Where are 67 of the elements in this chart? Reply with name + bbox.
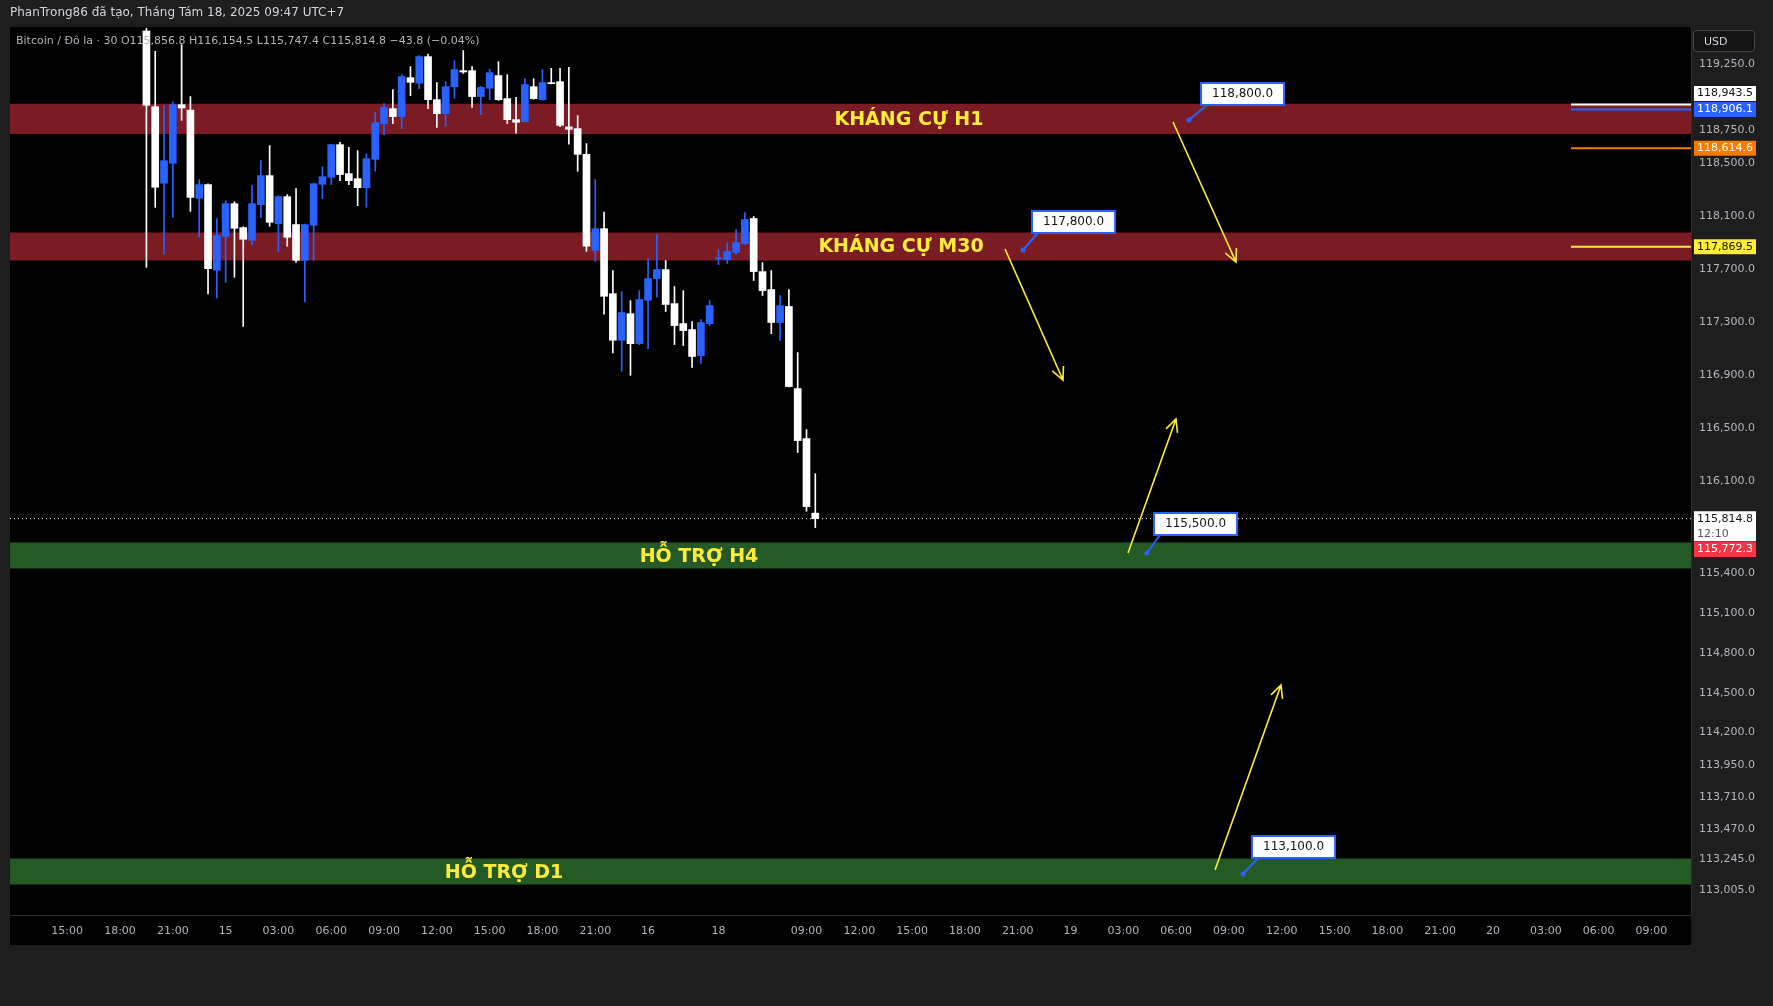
- x-tick-label: 09:00: [368, 924, 400, 938]
- annotation: 115,500.0: [1165, 516, 1227, 531]
- x-tick-label: 15:00: [51, 924, 84, 938]
- candlestick: [195, 179, 204, 238]
- y-tick-label: 113,005.0: [1699, 883, 1755, 897]
- x-tick-label: 18:00: [526, 924, 559, 938]
- x-tick-label: 03:00: [262, 924, 295, 938]
- x-tick-label: 15:00: [1318, 924, 1351, 938]
- x-tick-label: 06:00: [315, 924, 348, 938]
- x-tick-label: 19: [1063, 924, 1078, 938]
- y-tick-label: 119,250.0: [1699, 56, 1755, 70]
- x-tick-label: 06:00: [1160, 924, 1192, 938]
- y-tick-label: 115,100.0: [1699, 606, 1755, 620]
- band-label: HỖ TRỢ D1: [444, 855, 564, 882]
- chart-title: PhanTrong86 đã tạo, Tháng Tám 18, 2025 09:47 UTC+7: [10, 5, 345, 19]
- y-tick-label: 116,100.0: [1699, 473, 1755, 487]
- y-tick-label: 117,700.0: [1699, 262, 1755, 276]
- x-tick-label: 09:00: [1635, 924, 1668, 938]
- x-tick-label: 21:00: [156, 924, 189, 938]
- band-label: KHÁNG CỰ H1: [834, 106, 984, 129]
- y-tick-label: 113,245.0: [1699, 851, 1755, 865]
- y-tick-label: 114,800.0: [1699, 645, 1755, 659]
- annotation: 117,800.0: [1043, 214, 1105, 229]
- x-tick-label: 09:00: [1213, 924, 1245, 938]
- x-tick-label: 18:00: [104, 924, 136, 938]
- y-tick-label: 114,200.0: [1699, 725, 1755, 739]
- band-label: HỖ TRỢ H4: [639, 539, 759, 566]
- x-tick-label: 18:00: [949, 924, 981, 938]
- y-tick-label: 113,950.0: [1699, 758, 1755, 772]
- ref-line-label: 118,943.5: [1697, 86, 1753, 100]
- y-tick-label: 118,100.0: [1699, 209, 1755, 223]
- x-tick-label: 15:00: [473, 924, 506, 938]
- y-axis-title: USD: [1693, 30, 1755, 52]
- y-tick-label: 118,500.0: [1699, 156, 1755, 170]
- y-tick-label: 116,500.0: [1699, 420, 1755, 434]
- y-tick-label: 113,710.0: [1699, 790, 1755, 804]
- band-label: KHÁNG CỰ M30: [818, 234, 984, 257]
- text: 115,772.3: [1697, 542, 1753, 556]
- x-tick-label: 12:00: [1265, 924, 1298, 938]
- x-tick-label: 06:00: [1582, 924, 1615, 938]
- x-tick-label: 20: [1485, 924, 1500, 938]
- y-tick-label: 116,900.0: [1699, 367, 1755, 381]
- y-tick-label: 114,500.0: [1699, 685, 1755, 699]
- x-tick-label: 18:00: [1371, 924, 1404, 938]
- x-tick-label: 09:00: [790, 924, 823, 938]
- ref-line-label: 115,814.8 12:10: [1697, 511, 1753, 540]
- y-tick-label: 117,300.0: [1699, 314, 1755, 328]
- ref-line-label: 117,869.5: [1697, 239, 1753, 253]
- x-tick-label: 16: [641, 924, 656, 938]
- candlestick: [389, 89, 397, 124]
- x-tick-label: 12:00: [421, 924, 453, 938]
- y-tick-label: 113,470.0: [1699, 821, 1755, 835]
- x-tick-label: 03:00: [1529, 924, 1562, 938]
- annotation: 113,100.0: [1263, 839, 1325, 854]
- annotation: 118,800.0: [1212, 86, 1274, 101]
- x-tick-label: 15: [218, 924, 233, 938]
- x-tick-label: 03:00: [1107, 924, 1140, 938]
- x-tick-label: 21:00: [1001, 924, 1034, 938]
- x-tick-label: 21:00: [1424, 924, 1457, 938]
- x-tick-label: 18: [711, 924, 726, 938]
- y-tick-label: 118,750.0: [1699, 123, 1755, 137]
- x-tick-label: 15:00: [896, 924, 928, 938]
- x-tick-label: 12:00: [843, 924, 876, 938]
- x-tick-label: 21:00: [579, 924, 612, 938]
- y-tick-label: 115,400.0: [1699, 566, 1755, 580]
- ref-line-label: 118,614.6: [1697, 141, 1753, 154]
- ref-line-label: 118,906.1: [1697, 102, 1753, 116]
